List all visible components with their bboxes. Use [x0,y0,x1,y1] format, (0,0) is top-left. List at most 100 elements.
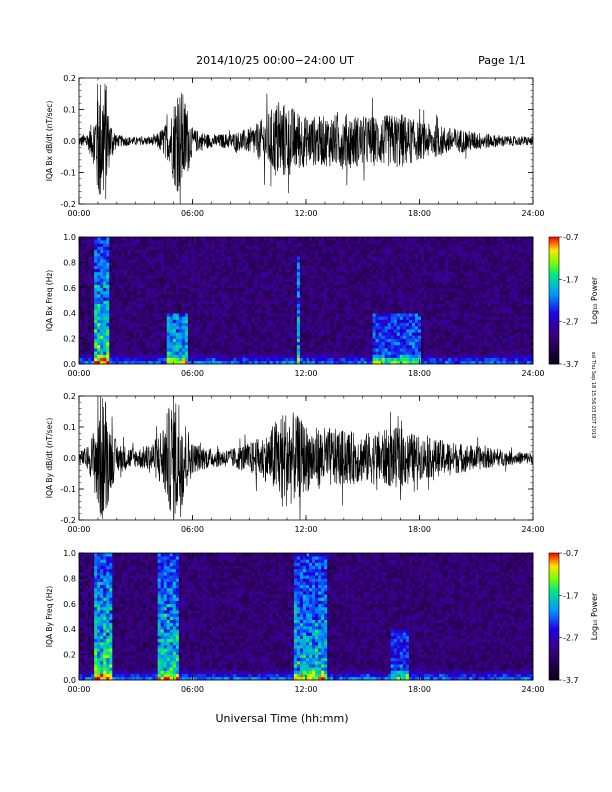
spectrogram-cell [330,281,334,285]
spectrogram-cell [393,354,398,358]
spectrogram-cell [363,325,367,330]
spectrogram-cell [197,249,201,254]
spectrogram-cell [127,319,131,324]
spectrogram-cell [124,319,128,324]
spectrogram-cell [306,290,310,295]
spectrogram-cell [339,259,343,263]
spectrogram-cell [91,252,95,257]
spectrogram-cell [230,275,234,279]
spectrogram-cell [445,313,449,317]
spectrogram-cell [363,357,367,362]
spectrogram-cell [157,310,162,314]
spectrogram-cell [239,335,243,339]
spectrogram-cell [194,348,198,352]
spectrogram-cell [393,319,398,324]
spectrogram-cell [296,243,301,247]
spectrogram-cell [260,300,264,304]
spectrogram-cell [345,240,349,244]
spectrogram-cell [94,313,98,317]
spectrogram-cell [236,344,240,349]
spectrogram-cell [203,252,207,257]
spectrogram-cell [372,262,376,266]
spectrogram-cell [411,303,416,308]
spectrogram-cell [327,259,331,263]
spectrogram-cell [399,335,404,339]
spectrogram-cell [175,284,180,289]
spectrogram-cell [421,306,425,311]
spectrogram-cell [421,316,425,320]
spectrogram-cell [194,265,198,270]
spectrogram-cell [284,259,289,263]
spectrogram-cell [175,348,180,352]
spectrogram-cell [200,281,204,285]
spectrogram-cell [411,357,416,362]
spectrogram-cell [190,354,195,358]
spectrogram-cell [348,246,352,250]
spectrogram-cell [281,290,286,295]
spectrogram-cell [357,246,361,250]
spectrogram-cell [194,357,198,362]
spectrogram-cell [427,310,431,314]
spectrogram-cell [236,357,240,362]
spectrogram-cell [339,351,343,355]
spectrogram-cell [366,322,370,327]
spectrogram-cell [436,240,440,244]
spectrogram-cell [124,265,128,270]
spectrogram-cell [278,265,283,270]
spectrogram-cell [212,262,216,266]
spectrogram-cell [178,300,183,304]
spectrogram-cell [263,319,267,324]
spectrogram-cell [351,259,355,263]
spectrogram-cell [293,237,298,241]
spectrogram-cell [439,313,443,317]
spectrogram-cell [384,300,389,304]
spectrogram-cell [357,278,361,282]
spectrogram-cell [230,262,234,266]
spectrogram-cell [405,246,410,250]
spectrogram-cell [112,281,116,285]
spectrogram-cell [148,249,152,254]
spectrogram-cell [103,297,107,301]
spectrogram-cell [151,240,155,244]
spectrogram-cell [115,316,119,320]
spectrogram-cell [396,252,401,257]
spectrogram-cell [112,357,116,362]
spectrogram-cell [290,240,295,244]
spectrogram-cell [411,335,416,339]
spectrogram-cell [187,265,192,270]
spectrogram-cell [209,303,213,308]
spectrogram-cell [127,237,131,241]
spectrogram-cell [351,271,355,276]
spectrogram-cell [339,271,343,276]
spectrogram-cell [405,325,410,330]
spectrogram-cell [133,338,137,343]
spectrogram-cell [130,284,134,289]
spectrogram-cell [118,360,122,365]
spectrogram-cell [263,300,267,304]
spectrogram-cell [436,303,440,308]
spectrogram-cell [85,249,89,254]
spectrogram-cell [290,256,295,260]
spectrogram-cell [381,243,385,247]
spectrogram-cell [272,262,277,266]
spectrogram-cell [372,306,376,311]
spectrogram-cell [375,259,379,263]
spectrogram-cell [127,360,131,365]
spectrogram-cell [293,338,298,343]
spectrogram-cell [148,300,152,304]
spectrogram-cell [272,338,277,343]
spectrogram-cell [85,354,89,358]
spectrogram-cell [324,275,328,279]
spectrogram-cell [106,351,110,355]
spectrogram-cell [309,338,313,343]
spectrogram-cell [393,316,398,320]
spectrogram-cell [324,290,328,295]
spectrogram-cell [396,322,401,327]
spectrogram-cell [257,306,261,311]
spectrogram-cell [427,287,431,292]
spectrogram-cell [112,322,116,327]
spectrogram-cell [233,351,237,355]
spectrogram-cell [324,249,328,254]
spectrogram-cell [287,297,292,301]
spectrogram-cell [157,325,162,330]
